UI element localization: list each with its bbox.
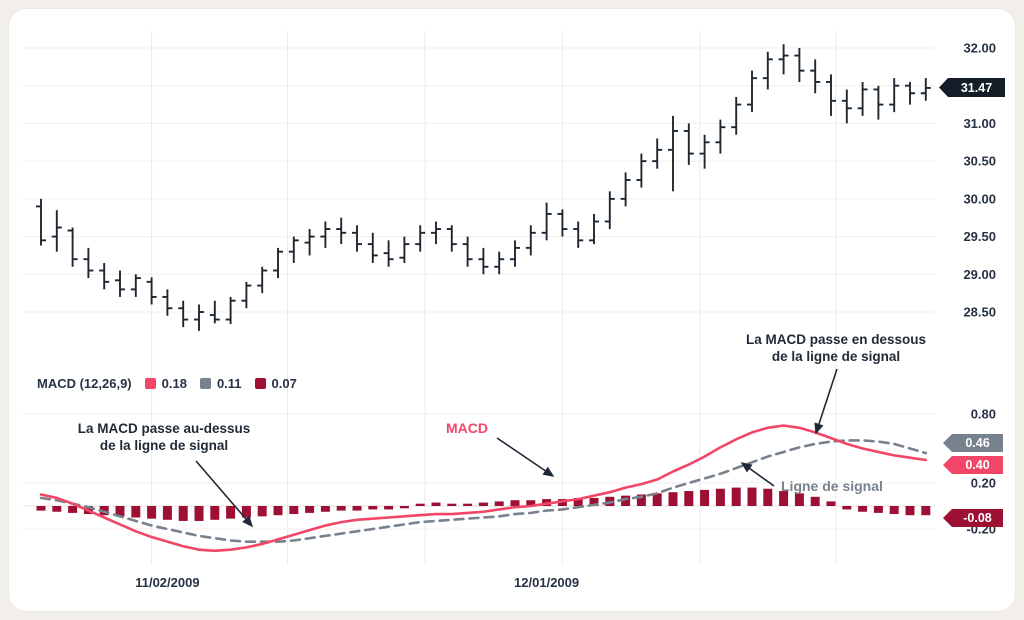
arrow-cross-above-icon [195, 460, 254, 528]
annotation-cross-above-line2: de la ligne de signal [99, 438, 229, 453]
histogram-swatch-icon [254, 377, 266, 389]
legend-item-macd: 0.18 [144, 375, 187, 391]
price-axis-label: 29.00 [963, 267, 996, 282]
price-axis-label: 31.00 [963, 116, 996, 131]
legend-histogram-value: 0.07 [271, 375, 297, 391]
price-axis-label: 32.00 [963, 41, 996, 56]
histogram-value-badge: -0.08 [943, 509, 1003, 527]
macd-axis-label: 0.20 [971, 476, 996, 491]
arrow-macd-label-icon [496, 437, 555, 477]
legend-item-histogram: 0.07 [254, 375, 297, 391]
annotation-cross-below-line1: La MACD passe en dessous [745, 332, 927, 347]
price-axis-label: 30.00 [963, 191, 996, 206]
macd-axis-label: 0.80 [971, 407, 996, 422]
annotation-cross-above-line1: La MACD passe au-dessus [77, 421, 251, 436]
annotation-cross-below-line2: de la ligne de signal [771, 349, 901, 364]
macd-legend: MACD (12,26,9) 0.18 0.11 0.07 [37, 375, 297, 391]
signal-value-badge: 0.46 [943, 434, 1003, 452]
annotation-cross-below: La MACD passe en dessous de la ligne de … [730, 331, 942, 365]
last-price-badge: 31.47 [939, 78, 1005, 97]
signal-line [39, 439, 928, 543]
legend-item-signal: 0.11 [199, 375, 242, 391]
legend-title: MACD (12,26,9) [37, 375, 132, 391]
arrow-signal-label-icon [740, 462, 775, 487]
price-axis-label: 30.50 [963, 154, 996, 169]
arrow-cross-below-icon [814, 368, 838, 435]
date-axis-label: 11/02/2009 [135, 575, 199, 590]
signal-series-label: Ligne de signal [781, 478, 883, 494]
date-axis-label: 12/01/2009 [514, 575, 579, 590]
legend-signal-value: 0.11 [216, 375, 242, 391]
macd-series-label: MACD [446, 420, 488, 436]
legend-macd-value: 0.18 [161, 375, 187, 391]
price-bars [36, 44, 931, 331]
annotation-cross-above: La MACD passe au-dessus de la ligne de s… [61, 420, 267, 454]
chart-card: 32.00 31.00 30.50 30.00 29.50 29.00 28.50 0.80 0… [8, 8, 1016, 612]
signal-swatch-icon [199, 377, 211, 389]
annotation-arrows [195, 368, 838, 528]
macd-value-badge: 0.40 [943, 456, 1003, 474]
chart-canvas[interactable]: 32.00 31.00 30.50 30.00 29.50 29.00 28.50 0.80 0… [9, 9, 1016, 612]
macd-line [39, 424, 928, 553]
macd-swatch-icon [144, 377, 156, 389]
price-axis-label: 29.50 [963, 229, 996, 244]
price-axis-label: 28.50 [963, 305, 996, 320]
